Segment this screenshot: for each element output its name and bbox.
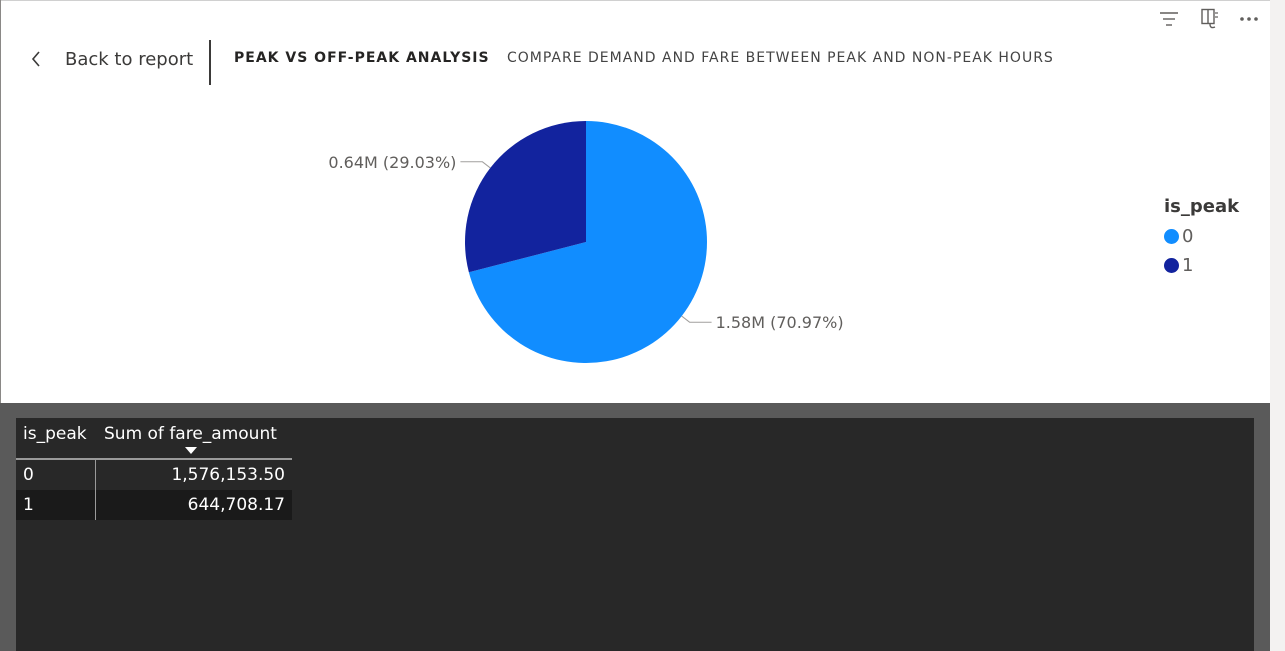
pie-data-label-1: 0.64M (29.03%) (328, 153, 456, 172)
sort-descending-icon (185, 447, 197, 454)
filter-icon[interactable] (1158, 8, 1180, 30)
pie-leader-line (681, 315, 712, 323)
column-header-sum-fare[interactable]: Sum of fare_amount (95, 418, 292, 458)
data-table-background (16, 418, 1254, 651)
table-row[interactable]: 0 1,576,153.50 (16, 460, 292, 490)
pie-slice-1[interactable] (465, 121, 586, 273)
pie-chart-svg: 1.58M (70.97%) 0.64M (29.03%) (328, 121, 844, 363)
pie-slice-0[interactable] (468, 121, 707, 363)
chart-legend: is_peak 0 1 (1164, 196, 1240, 276)
table-row[interactable]: 1 644,708.17 (16, 490, 292, 520)
back-to-report-label: Back to report (65, 48, 194, 70)
legend-dot (1164, 228, 1179, 244)
data-table: is_peak Sum of fare_amount 0 1,576,153.5… (16, 418, 292, 520)
table-header: is_peak Sum of fare_amount (16, 418, 292, 460)
legend-item-0[interactable]: 0 (1164, 225, 1239, 247)
pie-data-label-0: 1.58M (70.97%) (716, 313, 844, 332)
legend-label: 1 (1182, 254, 1194, 276)
column-header-is-peak[interactable]: is_peak (23, 424, 87, 444)
legend-title: is_peak (1164, 196, 1240, 217)
pie-leader-line (460, 161, 491, 169)
frame-left-border (0, 0, 1, 403)
frame-right-gutter (1270, 0, 1285, 651)
more-options-icon[interactable] (1238, 8, 1260, 30)
legend-label: 0 (1182, 225, 1194, 247)
header-divider (209, 40, 211, 85)
page-subtitle: COMPARE DEMAND AND FARE BETWEEN PEAK AND… (507, 50, 1054, 66)
page-title: PEAK VS OFF-PEAK ANALYSIS (234, 50, 490, 66)
frame-top-border (0, 0, 1271, 1)
chevron-left-icon (25, 48, 47, 70)
table-cell-is-peak: 0 (16, 460, 96, 490)
table-cell-sum: 1,576,153.50 (171, 465, 285, 485)
table-cell-is-peak: 1 (16, 490, 96, 520)
legend-item-1[interactable]: 1 (1164, 254, 1239, 276)
focus-mode-icon[interactable] (1198, 8, 1220, 30)
legend-dot (1164, 257, 1179, 273)
pie-chart: 1.58M (70.97%) 0.64M (29.03%) (300, 100, 920, 390)
column-header-label: Sum of fare_amount (104, 424, 277, 444)
table-cell-sum: 644,708.17 (187, 495, 285, 515)
back-to-report-button[interactable]: Back to report (25, 44, 193, 74)
